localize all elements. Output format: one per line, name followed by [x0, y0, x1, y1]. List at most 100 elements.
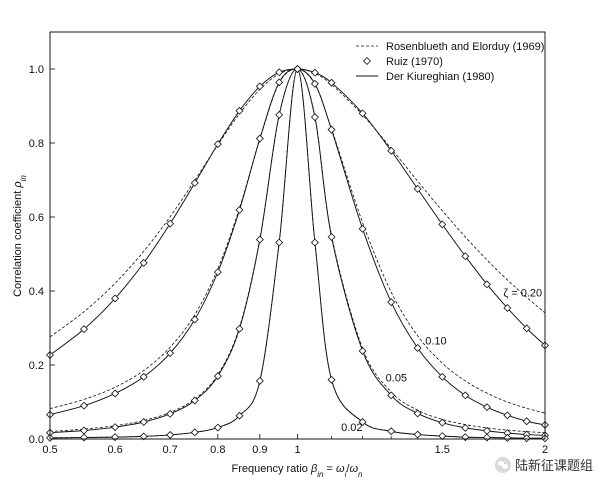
- ruiz-marker-zeta-02: [80, 325, 88, 334]
- ruiz-marker-zeta-01: [310, 79, 319, 88]
- ruiz-marker-zeta-01: [139, 372, 148, 381]
- ruiz-marker-zeta-01: [461, 391, 470, 400]
- ruiz-marker-zeta-02: [255, 82, 264, 91]
- ruiz-marker-zeta-002: [503, 433, 512, 442]
- ruiz-marker-zeta-01: [213, 268, 222, 277]
- x-tick-label: 2: [542, 444, 548, 456]
- ruiz-marker-zeta-01: [327, 125, 336, 134]
- plot-frame: [49, 31, 546, 440]
- ruiz-marker-zeta-005: [358, 346, 367, 355]
- ruiz-marker-zeta-005: [139, 418, 148, 426]
- ruiz-marker-zeta-02: [235, 106, 244, 115]
- ruiz-marker-zeta-01: [413, 344, 422, 352]
- ruiz-marker-zeta-01: [438, 372, 447, 381]
- der-kiureghian-curve-zeta-02: [49, 68, 546, 356]
- ruiz-marker-zeta-02: [190, 178, 199, 187]
- ruiz-marker-zeta-002: [255, 376, 264, 385]
- watermark: 陆新征课题组: [494, 455, 593, 474]
- ruiz-marker-zeta-02: [327, 78, 336, 87]
- y-tick-label: 1.0: [29, 64, 44, 76]
- ruiz-marker-zeta-02: [166, 219, 175, 228]
- ruiz-marker-zeta-002: [213, 423, 222, 432]
- ruiz-marker-zeta-02: [522, 324, 531, 333]
- ruiz-marker-zeta-01: [275, 78, 284, 87]
- ruiz-marker-zeta-005: [235, 324, 244, 333]
- ruiz-marker-zeta-01: [503, 411, 512, 420]
- ruiz-marker-zeta-002: [387, 427, 396, 436]
- ruiz-marker-zeta-002: [235, 411, 244, 420]
- series-label-zeta-002: 0.02: [341, 422, 362, 434]
- label-layer: 0.5 0.6 0.7 0.8 0.9 1 1.5 2 0.0 0.2 0.4 0.6 0.8 1.0 ζ …: [29, 64, 548, 456]
- ruiz-marker-zeta-005: [387, 391, 396, 400]
- ruiz-marker-zeta-02: [503, 304, 512, 312]
- legend-entry-label: Der Kiureghian (1980): [386, 71, 494, 83]
- ruiz-marker-zeta-005: [166, 409, 175, 418]
- y-tick-label: 0.2: [29, 360, 44, 372]
- ruiz-marker-zeta-01: [358, 224, 367, 233]
- ruiz-marker-zeta-002: [358, 418, 367, 426]
- x-tick-label: 0.9: [252, 444, 267, 456]
- wechat-icon: [494, 456, 511, 473]
- x-tick-label: 1: [294, 444, 300, 456]
- series-label-zeta-005: 0.05: [386, 373, 407, 385]
- y-tick-label: 0.6: [29, 212, 44, 224]
- ruiz-marker-zeta-02: [461, 252, 470, 261]
- ruiz-marker-zeta-01: [483, 403, 491, 412]
- y-tick-label: 0.0: [29, 434, 44, 446]
- x-tick-label: 1.5: [435, 444, 450, 456]
- ruiz-marker-zeta-01: [235, 206, 244, 214]
- ruiz-marker-zeta-02: [438, 220, 447, 229]
- ruiz-marker-zeta-002: [310, 238, 319, 247]
- ruiz-marker-zeta-002: [190, 428, 199, 437]
- y-tick-label: 0.4: [29, 286, 44, 298]
- ruiz-marker-zeta-005: [111, 423, 120, 432]
- legend-entry-label: Rosenblueth and Elorduy (1969): [386, 41, 544, 53]
- ruiz-marker-zeta-02: [213, 140, 222, 149]
- watermark-text: 陆新征课题组: [514, 458, 593, 473]
- ruiz-marker-zeta-01: [190, 315, 199, 324]
- x-tick-label: 0.7: [162, 444, 177, 456]
- ruiz-marker-zeta-005: [327, 233, 336, 241]
- ruiz-marker-zeta-01: [166, 349, 175, 358]
- ruiz-marker-zeta-002: [139, 432, 148, 441]
- ruiz-marker-zeta-01: [80, 401, 88, 410]
- legend: Rosenblueth and Elorduy (1969) Ruiz (1970…: [356, 41, 544, 83]
- ruiz-marker-zeta-02: [275, 68, 284, 77]
- der-kiureghian-curve-zeta-005: [49, 68, 546, 436]
- y-axis-label: Correlation coefficient ρin: [12, 175, 28, 297]
- series-label-zeta-01: 0.10: [425, 336, 446, 348]
- ruiz-marker-zeta-002: [166, 430, 175, 439]
- series-label-zeta-02: ζ = 0.20: [503, 288, 542, 300]
- ruiz-marker-zeta-02: [483, 280, 491, 289]
- x-tick-label: 0.5: [42, 444, 57, 456]
- ruiz-marker-zeta-005: [438, 418, 447, 427]
- ruiz-marker-zeta-005: [275, 110, 284, 119]
- ruiz-marker-zeta-005: [213, 372, 222, 381]
- x-tick-label: 0.8: [210, 444, 225, 456]
- y-tick-label: 0.8: [29, 138, 44, 150]
- ruiz-marker-zeta-01: [522, 417, 531, 426]
- ruiz-marker-zeta-005: [310, 113, 319, 122]
- x-tick-label: 0.6: [107, 444, 122, 456]
- ruiz-marker-zeta-005: [255, 235, 264, 244]
- ruiz-marker-zeta-02: [310, 68, 319, 77]
- ruiz-marker-zeta-002: [413, 430, 422, 439]
- ruiz-marker-zeta-02: [139, 258, 148, 267]
- x-axis-label: Frequency ratio βin = ωi/ωn: [231, 463, 363, 479]
- ruiz-marker-zeta-002: [327, 375, 336, 384]
- ruiz-marker-zeta-01: [111, 389, 120, 398]
- legend-diamond-swatch: [363, 57, 371, 65]
- ruiz-marker-zeta-002: [111, 433, 120, 442]
- ruiz-marker-zeta-002: [275, 238, 284, 247]
- ruiz-marker-zeta-02: [358, 109, 367, 118]
- ruiz-marker-zeta-005: [190, 396, 199, 405]
- der-kiureghian-curve-zeta-01: [49, 68, 546, 426]
- ruiz-marker-zeta-002: [522, 434, 531, 443]
- ruiz-marker-zeta-01: [387, 298, 396, 307]
- ruiz-marker-zeta-02: [111, 294, 120, 303]
- ruiz-marker-zeta-01: [255, 134, 264, 143]
- marker-layer: [46, 65, 549, 443]
- ruiz-marker-zeta-002: [293, 65, 302, 73]
